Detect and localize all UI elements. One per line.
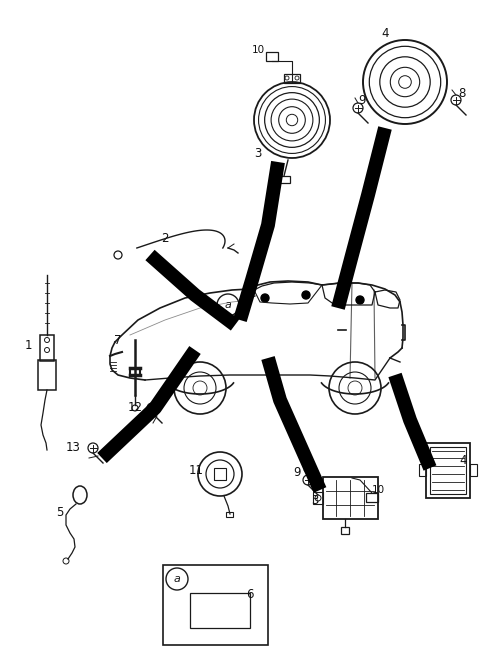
- Bar: [470, 464, 477, 476]
- Bar: [214, 468, 226, 480]
- Bar: [284, 74, 300, 83]
- Circle shape: [356, 296, 364, 304]
- Text: 12: 12: [128, 400, 143, 414]
- Text: 6: 6: [246, 588, 254, 600]
- Bar: [226, 512, 233, 517]
- Circle shape: [166, 568, 188, 590]
- Bar: [419, 464, 426, 476]
- Text: 10: 10: [372, 485, 384, 495]
- Bar: [426, 443, 470, 498]
- Text: 9: 9: [293, 465, 301, 479]
- Text: 3: 3: [312, 493, 319, 507]
- Text: 4: 4: [381, 27, 389, 39]
- Bar: [341, 527, 349, 534]
- Bar: [190, 593, 250, 628]
- Text: 3: 3: [254, 147, 262, 159]
- Circle shape: [221, 304, 229, 312]
- Bar: [163, 565, 268, 645]
- Text: 1: 1: [24, 339, 32, 351]
- Text: 13: 13: [66, 440, 81, 454]
- Text: a: a: [225, 300, 231, 310]
- Bar: [38, 360, 56, 390]
- Text: 7: 7: [114, 333, 122, 347]
- Text: 5: 5: [56, 505, 64, 519]
- Text: 8: 8: [458, 86, 466, 100]
- Circle shape: [302, 291, 310, 299]
- Bar: [313, 492, 323, 504]
- Text: 2: 2: [161, 232, 169, 244]
- Bar: [280, 176, 290, 183]
- Bar: [430, 447, 466, 494]
- Circle shape: [217, 294, 239, 316]
- Text: a: a: [174, 574, 180, 584]
- Circle shape: [261, 294, 269, 302]
- Bar: [323, 477, 378, 519]
- Text: 9: 9: [358, 94, 366, 106]
- Bar: [366, 493, 378, 502]
- Text: 10: 10: [252, 45, 264, 55]
- Text: 11: 11: [189, 463, 204, 477]
- Bar: [266, 52, 278, 61]
- Bar: [40, 335, 54, 361]
- Text: 4: 4: [459, 454, 467, 467]
